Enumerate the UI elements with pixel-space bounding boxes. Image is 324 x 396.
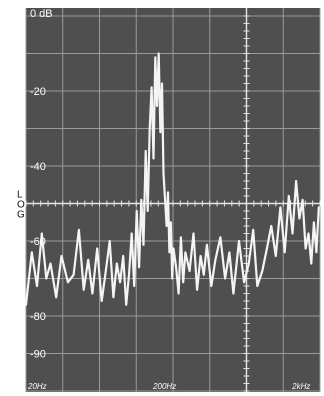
y-tick-label: 0 dB	[30, 8, 53, 20]
y-tick-label: -80	[30, 311, 46, 323]
x-tick-label: 2kHz	[291, 382, 310, 391]
side-label-letter: G	[17, 210, 25, 221]
tick-marks	[25, 8, 321, 392]
side-label-log: LOG	[17, 190, 25, 221]
y-tick-label: -90	[30, 349, 46, 361]
y-tick-label: -40	[30, 161, 46, 173]
x-tick-labels: 20Hz 200Hz 2kHz	[27, 382, 310, 391]
y-tick-labels: 0 dB -20 -40 -60 -80 -90	[30, 8, 53, 361]
side-label-letter: L	[17, 190, 23, 201]
y-tick-label: -20	[30, 86, 46, 98]
spectrum-trace	[24, 52, 320, 306]
x-tick-label: 20Hz	[27, 382, 47, 391]
side-label-letter: O	[17, 200, 25, 211]
y-tick-label: -60	[30, 236, 46, 248]
x-tick-label: 200Hz	[152, 382, 176, 391]
